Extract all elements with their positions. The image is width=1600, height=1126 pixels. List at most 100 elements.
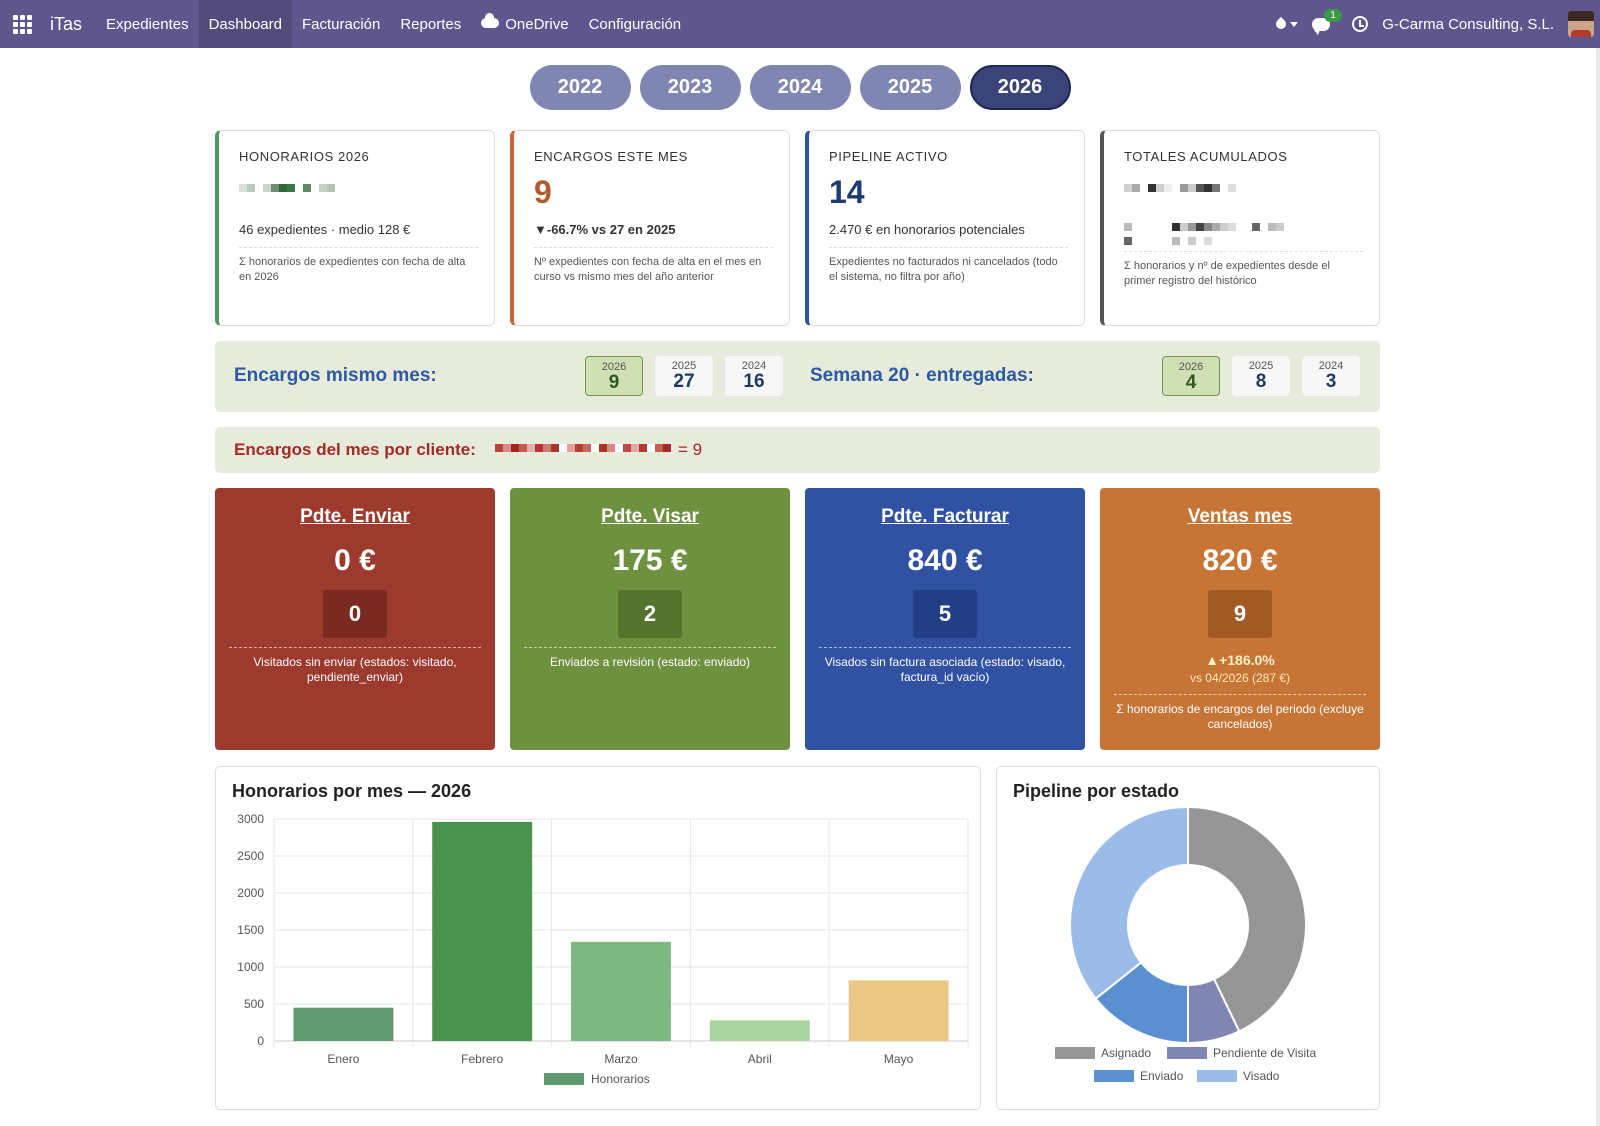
water-drop-icon[interactable]	[1274, 16, 1289, 32]
card-amount: 820 €	[1202, 544, 1278, 577]
nav-item-dashboard[interactable]: Dashboard	[198, 0, 292, 48]
kpi-value: 14	[829, 174, 865, 210]
bar-enero[interactable]	[293, 1007, 394, 1041]
redacted-clients	[495, 440, 671, 456]
x-tick-label: Enero	[327, 1052, 359, 1066]
x-tick-label: Abril	[748, 1052, 772, 1066]
y-tick-label: 3000	[237, 812, 264, 826]
legend-label[interactable]: Visado	[1243, 1069, 1280, 1083]
avatar[interactable]	[1568, 11, 1594, 37]
semana-2025: 2025 8	[1232, 356, 1290, 396]
semana-2024: 2024 3	[1302, 356, 1360, 396]
kpi-line: 46 expedientes · medio 128 €	[239, 222, 478, 248]
card-trend-sub: vs 04/2026 (287 €)	[1189, 671, 1291, 685]
por-cliente-total: = 9	[678, 440, 703, 459]
legend-label[interactable]: Enviado	[1140, 1069, 1184, 1083]
company-switcher[interactable]: G-Carma Consulting, S.L.	[1382, 15, 1554, 33]
card-title-link[interactable]: Pdte. Visar	[601, 506, 699, 527]
card-note: Visitados sin enviar (estados: visitado,…	[229, 647, 481, 685]
mini-value: 9	[608, 372, 620, 393]
y-tick-label: 1500	[237, 923, 264, 937]
donut-chart: Asignado Pendiente de Visita Enviado Visado	[1055, 805, 1317, 1083]
donut-chart-panel: Pipeline por estado Asignado Pendiente de…	[996, 766, 1380, 1110]
nav-item-expedientes[interactable]: Expedientes	[106, 15, 189, 33]
bar-chart: 0 500 1000 1500 2000 2500 3000 Enero Febrero Marz…	[237, 812, 969, 1086]
mini-value: 4	[1185, 372, 1197, 393]
card-title-link[interactable]: Pdte. Enviar	[300, 506, 410, 527]
status-card-pdte-facturar[interactable]: Pdte. Facturar 840 € 5 Visados sin factu…	[805, 488, 1085, 750]
year-button-2026[interactable]: 2026	[969, 65, 1071, 110]
mini-year: 2025	[671, 360, 697, 372]
legend-label[interactable]: Asignado	[1101, 1046, 1151, 1060]
nav-item-onedrive-label: OneDrive	[505, 15, 569, 33]
card-amount: 0 €	[334, 544, 376, 577]
bar-febrero[interactable]	[432, 821, 533, 1041]
card-title-link[interactable]: Ventas mes	[1187, 506, 1293, 527]
app-brand[interactable]: iTas	[50, 13, 83, 34]
card-count: 5	[913, 590, 977, 638]
status-card-ventas-mes[interactable]: Ventas mes 820 € 9 ▲+186.0% vs 04/2026 (…	[1100, 488, 1380, 750]
clock-icon[interactable]	[1352, 16, 1369, 32]
comparison-band: Encargos mismo mes: 2026 9 2025 27 2024 …	[215, 341, 1380, 412]
mini-value: 8	[1255, 371, 1267, 392]
year-selector: 2022 2023 2024 2025 2026	[0, 65, 1600, 110]
x-tick-label: Marzo	[604, 1052, 638, 1066]
kpi-note: Nº expedientes con fecha de alta en el m…	[534, 256, 762, 283]
mini-value: 27	[673, 371, 695, 392]
semana-2026: 2026 4	[1162, 356, 1220, 396]
year-button-2023[interactable]: 2023	[639, 65, 741, 110]
kpi-note: Σ honorarios de expedientes con fecha de…	[239, 256, 466, 283]
bar-marzo[interactable]	[571, 941, 671, 1041]
kpi-title: ENCARGOS ESTE MES	[534, 149, 688, 164]
mini-year: 2025	[1248, 360, 1274, 372]
slice-visado[interactable]	[1069, 805, 1189, 1000]
bar-mayo[interactable]	[848, 980, 949, 1041]
legend-swatch[interactable]	[544, 1073, 584, 1085]
top-navbar: iTas Expedientes Dashboard Facturación R…	[0, 0, 1600, 48]
legend-label[interactable]: Pendiente de Visita	[1213, 1046, 1317, 1060]
nav-item-facturacion[interactable]: Facturación	[301, 15, 381, 33]
redacted-line	[1124, 236, 1363, 252]
legend-swatch[interactable]	[1094, 1070, 1134, 1082]
legend-swatch[interactable]	[1055, 1047, 1095, 1059]
card-count: 0	[323, 590, 387, 638]
y-tick-label: 2500	[237, 849, 264, 863]
donut-chart-title: Pipeline por estado	[1013, 781, 1180, 801]
year-button-2022[interactable]: 2022	[529, 65, 631, 110]
kpi-title: TOTALES ACUMULADOS	[1124, 149, 1288, 164]
slice-asignado[interactable]	[1187, 805, 1307, 1033]
year-button-2024[interactable]: 2024	[749, 65, 851, 110]
status-card-pdte-visar[interactable]: Pdte. Visar 175 € 2 Enviados a revisión …	[510, 488, 790, 750]
mini-year: 2026	[601, 361, 627, 373]
bar-chart-panel: Honorarios por mes — 2026 0 500 1000 1500 20…	[215, 766, 981, 1110]
kpi-card-totales: TOTALES ACUMULADOS Σ honorarios y nº de …	[1100, 130, 1380, 326]
card-note: Σ honorarios de encargos del periodo (ex…	[1114, 694, 1366, 732]
mini-value: 16	[743, 371, 765, 392]
kpi-card-honorarios: HONORARIOS 2026 46 expedientes · medio 1…	[215, 130, 495, 326]
bar-abril[interactable]	[709, 1020, 810, 1041]
nav-item-configuracion[interactable]: Configuración	[588, 15, 682, 33]
apps-menu-icon[interactable]	[0, 0, 44, 48]
card-amount: 840 €	[907, 544, 983, 577]
legend-swatch[interactable]	[1197, 1070, 1237, 1082]
kpi-line: 2.470 € en honorarios potenciales	[829, 222, 1068, 248]
kpi-value-redacted	[1124, 174, 1363, 214]
mini-year: 2024	[1318, 360, 1344, 372]
mismo-mes-2024: 2024 16	[725, 356, 783, 396]
status-card-pdte-enviar[interactable]: Pdte. Enviar 0 € 0 Visitados sin enviar …	[215, 488, 495, 750]
card-title-link[interactable]: Pdte. Facturar	[881, 506, 1009, 527]
card-count: 9	[1208, 590, 1272, 638]
nav-item-reportes[interactable]: Reportes	[400, 15, 462, 33]
nav-item-onedrive[interactable]: OneDrive	[471, 0, 578, 48]
scrollbar[interactable]	[1596, 48, 1600, 1126]
messages-button[interactable]: 1	[1312, 8, 1342, 35]
card-count: 2	[618, 590, 682, 638]
card-trend: ▲+186.0%	[1205, 652, 1275, 668]
card-note: Enviados a revisión (estado: enviado)	[524, 647, 776, 670]
legend-swatch[interactable]	[1167, 1047, 1207, 1059]
year-button-2025[interactable]: 2025	[859, 65, 961, 110]
mismo-mes-2026: 2026 9	[585, 356, 643, 396]
chevron-down-icon[interactable]	[1290, 21, 1299, 27]
y-tick-label: 1000	[237, 960, 264, 974]
legend-label[interactable]: Honorarios	[591, 1072, 650, 1086]
